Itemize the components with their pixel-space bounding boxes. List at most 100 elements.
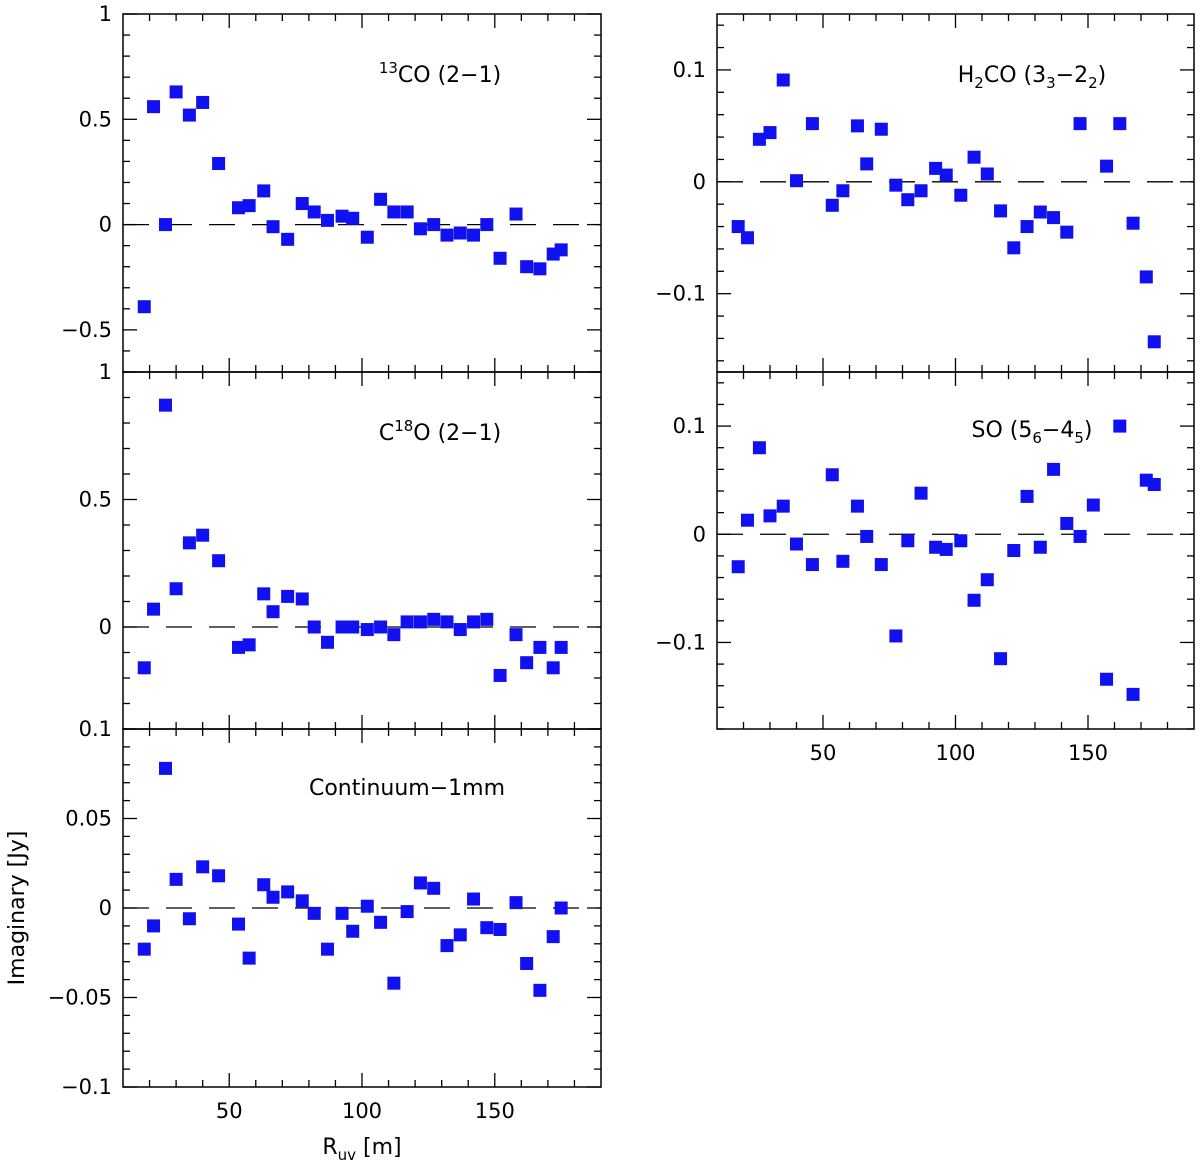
h2co-data-point (1147, 335, 1161, 349)
continuum-xtick-label: 100 (342, 1099, 382, 1123)
c18o-data-point (257, 587, 271, 601)
h2co-data-point (980, 167, 994, 181)
so-data-point (1007, 544, 1021, 557)
13co-data-point (440, 228, 454, 242)
c18o-data-point (182, 536, 196, 550)
so-data-point (901, 534, 915, 548)
continuum-ytick-label: 0.05 (65, 807, 112, 831)
13co-data-point (374, 192, 388, 206)
continuum-data-point (307, 906, 321, 920)
so-title: SO (56−45) (972, 418, 1093, 447)
so-data-point (790, 537, 803, 551)
so-data-point (929, 540, 943, 554)
h2co-data-point (776, 73, 790, 87)
13co-data-point (295, 197, 309, 211)
c18o-data-point (242, 638, 256, 652)
x-axis-title: Ruv [m] (322, 1135, 401, 1163)
h2co-data-point (889, 178, 903, 192)
so-data-point (939, 542, 953, 556)
c18o-data-point (335, 620, 349, 634)
13co-data-point (346, 211, 360, 225)
continuum-data-point (509, 896, 523, 910)
continuum-data-point (182, 912, 196, 926)
continuum-data-point (374, 915, 388, 929)
h2co-data-point (805, 117, 819, 131)
so-ytick-label: 0 (693, 522, 706, 546)
c18o-data-point (346, 620, 360, 634)
so-data-point (1033, 540, 1047, 554)
so-data-point (994, 652, 1008, 666)
continuum-data-point (440, 939, 454, 953)
so-data-point (805, 558, 819, 572)
13co-data-point (480, 218, 494, 232)
continuum-title: Continuum−1mm (309, 776, 505, 801)
h2co-data-point (901, 193, 915, 207)
continuum-data-point (520, 956, 534, 970)
so-data-point (1073, 529, 1087, 543)
so-data-point (874, 558, 888, 572)
so-xtick-label: 150 (1068, 741, 1108, 765)
so-data-point (1060, 516, 1074, 530)
h2co-data-point (874, 122, 888, 136)
so-xtick-label: 100 (935, 741, 975, 765)
h2co-data-point (1020, 220, 1034, 234)
13co-data-point (307, 205, 321, 219)
c18o-data-point (467, 615, 481, 629)
continuum-data-point (320, 942, 334, 956)
so-data-point (731, 560, 745, 574)
h2co-data-point (1139, 270, 1153, 284)
continuum-data-point (546, 930, 560, 944)
continuum-data-point (196, 860, 210, 874)
so-data-point (1020, 489, 1034, 503)
so-data-point (850, 499, 864, 513)
c18o-data-point (427, 612, 441, 626)
continuum-ytick-label: −0.1 (61, 1075, 112, 1099)
c18o-data-point (533, 640, 547, 654)
c18o-data-point (360, 623, 374, 637)
continuum-data-point (295, 894, 309, 908)
h2co-data-point (850, 119, 864, 133)
so-data-point (889, 629, 903, 643)
h2co-data-point (1033, 205, 1047, 219)
so-data-point (1113, 419, 1127, 433)
13co-data-point (387, 205, 401, 219)
c18o-data-point (453, 623, 467, 637)
continuum-ytick-label: 0.1 (79, 717, 112, 741)
h2co-data-point (836, 184, 850, 198)
13co-data-point (242, 199, 256, 213)
c18o-data-point (413, 615, 427, 629)
so-data-point (1126, 687, 1140, 701)
c18o-frame (122, 371, 602, 730)
continuum-ytick-label: 0 (99, 896, 112, 920)
c18o-data-point (546, 661, 560, 675)
continuum-data-point (266, 890, 280, 904)
13co-data-point (533, 262, 547, 276)
h2co-title: H2CO (33−22) (958, 63, 1106, 92)
13co-data-point (169, 85, 183, 99)
c18o-data-point (307, 620, 321, 634)
so-data-point (967, 593, 981, 607)
13co-frame (122, 13, 602, 373)
continuum-xtick-label: 50 (216, 1099, 243, 1123)
continuum-data-point (533, 983, 547, 997)
h2co-ytick-label: −0.1 (655, 282, 706, 306)
c18o-data-point (147, 602, 161, 616)
h2co-data-point (860, 157, 874, 171)
h2co-data-point (1126, 216, 1140, 230)
panel-c18o: 0 0.5 1 C18O (2−1) (79, 360, 602, 730)
13co-data-point (509, 207, 523, 221)
c18o-data-point (295, 592, 309, 606)
h2co-data-point (1007, 241, 1021, 255)
so-data-point (1086, 498, 1100, 512)
13co-data-point (147, 100, 161, 114)
c18o-data-point (440, 615, 454, 629)
13co-ytick-label: −0.5 (61, 318, 112, 342)
panel-continuum: −0.1 −0.05 0 0.05 0.1 50 100 150 Continuum−1mm (48, 717, 602, 1123)
13co-data-point (196, 95, 210, 109)
h2co-data-point (1060, 225, 1074, 239)
13co-data-point (182, 108, 196, 122)
13co-data-point (400, 205, 414, 219)
h2co-data-point (1113, 117, 1127, 131)
so-data-point (836, 554, 850, 568)
